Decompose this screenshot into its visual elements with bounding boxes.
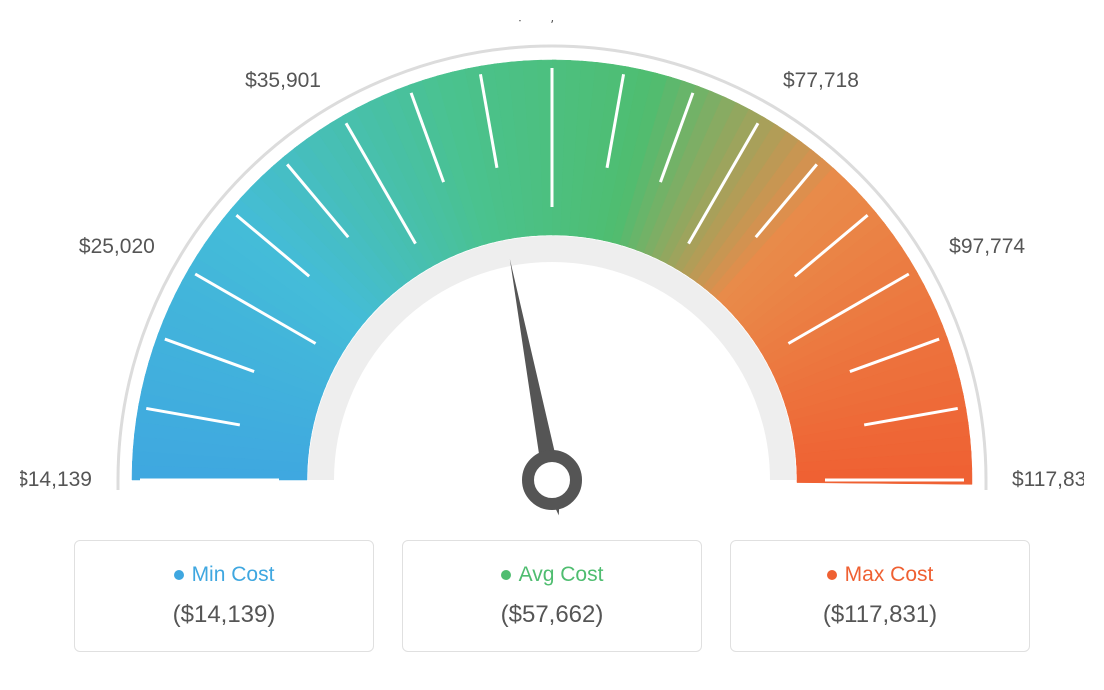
max-cost-card: Max Cost ($117,831) <box>730 540 1030 652</box>
min-dot-icon <box>174 570 184 580</box>
summary-cards: Min Cost ($14,139) Avg Cost ($57,662) Ma… <box>20 540 1084 652</box>
gauge-tick-label: $14,139 <box>20 468 92 491</box>
avg-cost-value: ($57,662) <box>413 601 691 629</box>
gauge-chart: $14,139 $25,020 $35,901 $57,662 $77,718 $97,7… <box>20 20 1084 520</box>
avg-cost-label: Avg Cost <box>519 563 604 587</box>
min-cost-card: Min Cost ($14,139) <box>74 540 374 652</box>
min-label-row: Min Cost <box>85 563 363 587</box>
gauge-tick-label: $25,020 <box>79 235 155 258</box>
gauge-svg: $14,139 $25,020 $35,901 $57,662 $77,718 $97,7… <box>20 20 1084 520</box>
avg-label-row: Avg Cost <box>413 563 691 587</box>
max-dot-icon <box>827 570 837 580</box>
gauge-tick-label: $97,774 <box>949 235 1025 258</box>
gauge-tick-label: $77,718 <box>783 69 859 92</box>
avg-cost-card: Avg Cost ($57,662) <box>402 540 702 652</box>
max-label-row: Max Cost <box>741 563 1019 587</box>
max-cost-value: ($117,831) <box>741 601 1019 629</box>
min-cost-value: ($14,139) <box>85 601 363 629</box>
max-cost-label: Max Cost <box>845 563 934 587</box>
gauge-tick-label: $35,901 <box>245 69 321 92</box>
gauge-tick-label: $117,831 <box>1012 468 1084 491</box>
gauge-tick-label: $57,662 <box>514 20 590 25</box>
avg-dot-icon <box>501 570 511 580</box>
min-cost-label: Min Cost <box>192 563 275 587</box>
